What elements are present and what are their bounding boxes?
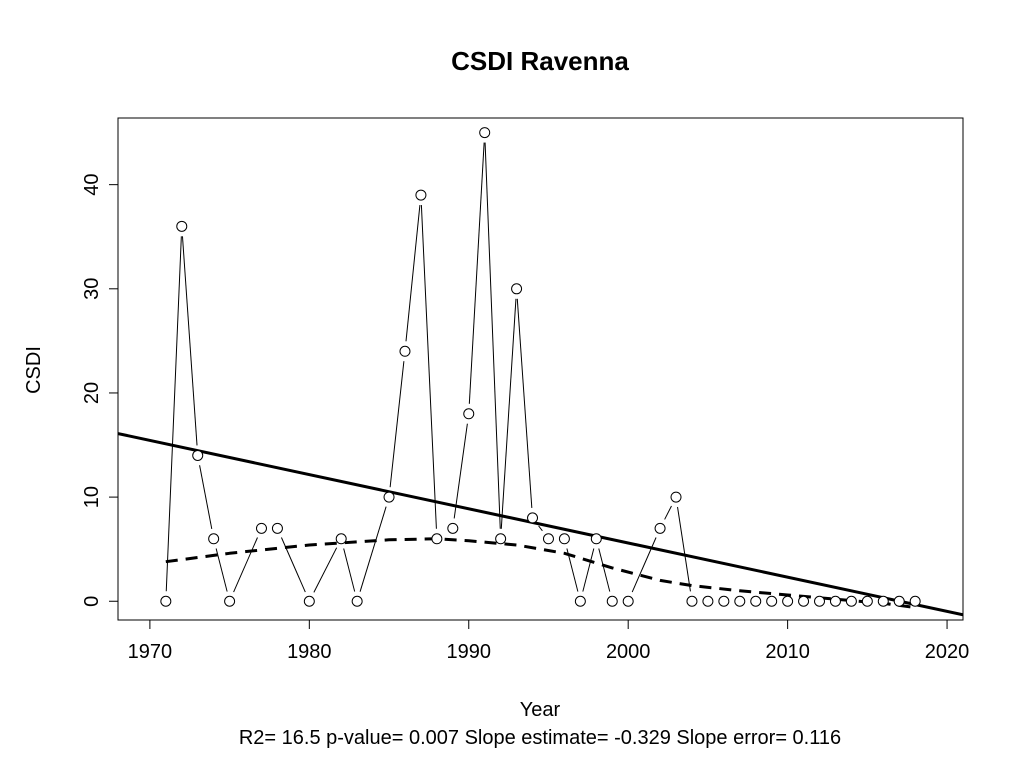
data-point	[399, 345, 411, 357]
connector-segment	[677, 506, 691, 592]
y-tick-label: 20	[81, 382, 103, 404]
data-point	[877, 595, 889, 607]
data-point	[447, 522, 459, 534]
data-point	[271, 522, 283, 534]
connector-segment	[199, 465, 213, 530]
data-point	[224, 595, 236, 607]
connector-segment	[313, 547, 338, 593]
data-point	[829, 595, 841, 607]
data-point	[798, 595, 810, 607]
connector-segment	[420, 205, 437, 529]
data-point	[686, 595, 698, 607]
data-point	[750, 595, 762, 607]
data-point	[479, 127, 491, 139]
data-point	[351, 595, 363, 607]
connector-segment	[516, 298, 533, 508]
data-point	[335, 533, 347, 545]
data-point	[909, 595, 921, 607]
data-point	[160, 595, 172, 607]
data-point	[176, 220, 188, 232]
x-tick-label: 1990	[447, 641, 492, 663]
trend-line	[118, 432, 963, 617]
data-point	[431, 533, 443, 545]
x-tick-label: 2010	[765, 641, 810, 663]
data-point	[495, 533, 507, 545]
connector-segment	[453, 423, 468, 519]
connector-segment	[233, 537, 258, 593]
plot-content	[165, 142, 691, 593]
data-point	[718, 595, 730, 607]
connector-segment	[181, 236, 198, 446]
data-point	[893, 595, 905, 607]
data-point	[208, 533, 220, 545]
data-point	[766, 595, 778, 607]
data-point	[590, 533, 602, 545]
data-point	[415, 189, 427, 201]
data-point	[463, 408, 475, 420]
chart-title: CSDI Ravenna	[451, 46, 629, 76]
data-point	[542, 533, 554, 545]
plot-frame	[117, 117, 964, 621]
data-point	[622, 595, 634, 607]
y-tick-label: 30	[81, 278, 103, 300]
data-point	[814, 595, 826, 607]
data-point	[782, 595, 794, 607]
y-axis-label: CSDI	[23, 346, 45, 394]
x-axis: 1970 1980 1990 2000 2010 2020	[128, 620, 970, 663]
connector-segment	[598, 548, 611, 592]
connector-segment	[405, 204, 421, 342]
data-point	[511, 283, 523, 295]
connector-segment	[538, 525, 543, 532]
y-tick-label: 10	[81, 486, 103, 508]
x-tick-label: 2020	[925, 641, 970, 663]
connector-segment	[215, 548, 228, 592]
data-point	[192, 449, 204, 461]
connector-segment	[664, 505, 672, 520]
data-point	[303, 595, 315, 607]
connector-segment	[582, 548, 595, 592]
data-point	[255, 522, 267, 534]
stats-footer: R2= 16.5 p-value= 0.007 Slope estimate= …	[239, 727, 841, 749]
connector-segment	[389, 361, 405, 488]
y-axis: 0 10 20 30 40	[81, 174, 118, 607]
x-tick-label: 1980	[287, 641, 332, 663]
data-point	[574, 595, 586, 607]
y-tick-label: 40	[81, 174, 103, 196]
data-point	[670, 491, 682, 503]
data-point	[702, 595, 714, 607]
data-point	[845, 595, 857, 607]
x-axis-label: Year	[520, 699, 561, 721]
data-point	[383, 491, 395, 503]
data-point	[654, 522, 666, 534]
connector-segment	[343, 548, 356, 592]
connector-segment	[468, 142, 485, 404]
x-tick-label: 1970	[128, 641, 173, 663]
data-point	[734, 595, 746, 607]
data-point	[606, 595, 618, 607]
connector-segment	[484, 142, 501, 529]
connector-segment	[359, 506, 387, 592]
connector-segment	[500, 298, 517, 529]
data-point	[558, 533, 570, 545]
data-point	[527, 512, 539, 524]
y-tick-label: 0	[81, 596, 103, 607]
connector-segment	[165, 236, 182, 592]
x-tick-label: 2000	[606, 641, 651, 663]
data-point	[861, 595, 873, 607]
smooth-curve	[165, 537, 916, 609]
